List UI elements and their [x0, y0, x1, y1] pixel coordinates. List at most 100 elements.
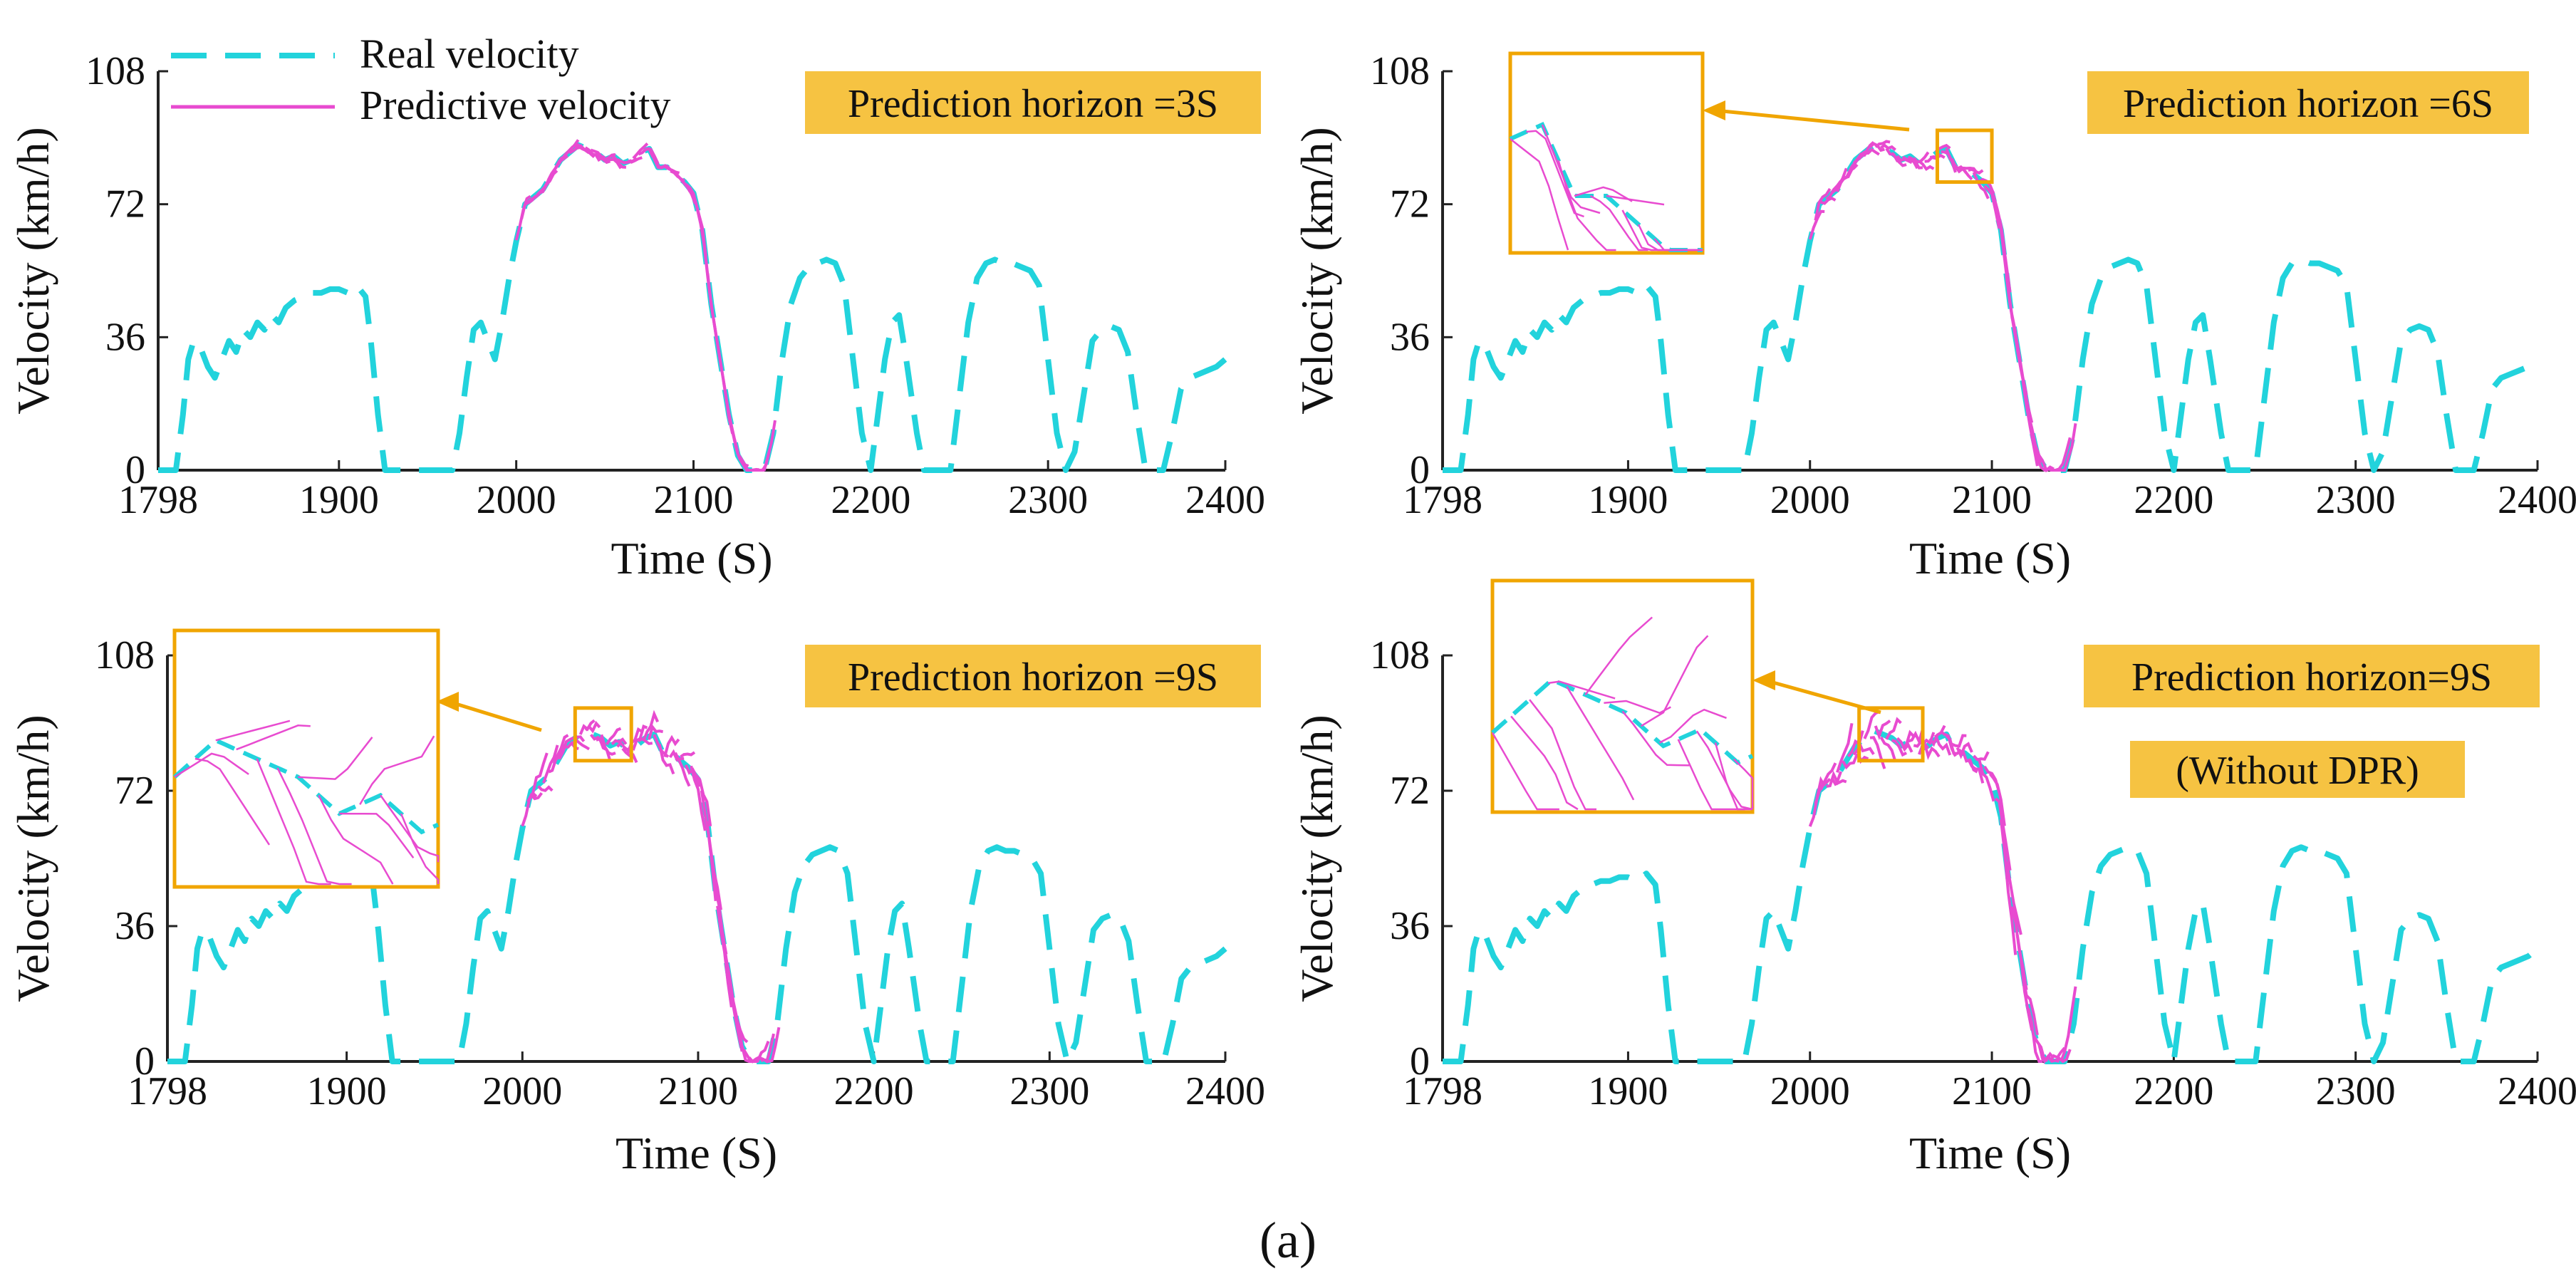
zoom-predictive-trajectory: [359, 735, 435, 805]
predictive-trajectory: [1874, 720, 1891, 741]
x-tick-label: 2300: [1009, 1069, 1089, 1113]
predictive-trajectory: [1836, 722, 1854, 773]
predictive-trajectory: [664, 165, 680, 175]
figure-caption: (a): [1260, 1212, 1316, 1269]
x-tick-label: 2000: [1770, 478, 1850, 522]
predictive-trajectory: [1907, 728, 1924, 746]
horizon-annotation-box: [805, 645, 1261, 707]
predictive-trajectory: [2055, 1049, 2072, 1064]
predictive-trajectory: [558, 736, 574, 760]
zoom-predictive-trajectory: [1529, 699, 1596, 811]
y-tick-label: 36: [105, 315, 145, 359]
zoom-inset: [1508, 51, 1994, 255]
zoom-predictive-trajectory: [215, 720, 291, 742]
predictive-trajectory: [541, 170, 559, 192]
predictive-trajectory: [1841, 753, 1859, 770]
zoom-inset-frame: [1490, 578, 1755, 814]
zoom-predictive-trajectory: [1574, 186, 1633, 202]
zoom-predictive-trajectory: [1659, 708, 1727, 744]
predictive-trajectory: [1968, 167, 1984, 175]
horizon-annotation-text: Prediction horizon =6S: [2123, 82, 2493, 126]
x-tick-label: 1798: [1403, 478, 1482, 522]
zoom-predictive-trajectory: [1584, 616, 1653, 695]
y-tick-label: 72: [1390, 769, 1430, 813]
series-predictive-velocity: [514, 139, 777, 472]
zoom-predictive-trajectory: [1714, 742, 1752, 811]
zoom-predictive-trajectory: [298, 737, 373, 780]
zoom-arrow: [1715, 108, 1910, 132]
predictive-trajectory: [1978, 759, 1995, 802]
x-tick-label: 2400: [1185, 1069, 1265, 1113]
zoom-arrow-head: [1752, 670, 1775, 690]
legend-real-label: Real velocity: [360, 31, 579, 77]
predictive-trajectory: [764, 1027, 781, 1064]
chart-panel-top-left: 0 36 72 108 1798 1900 2000 2100 2200 2300 2400 Time…: [8, 49, 1265, 583]
horizon-annotation: Prediction horizon =3S: [805, 71, 1261, 134]
predictive-trajectory: [1891, 152, 1907, 167]
y-tick-label: 0: [135, 1039, 155, 1084]
predictive-trajectory: [1826, 770, 1842, 788]
y-tick-label: 36: [115, 904, 155, 948]
zoom-inset: [172, 628, 633, 889]
predictive-trajectory: [716, 905, 733, 1008]
zoom-predictive-trajectory: [1589, 194, 1648, 251]
predictive-trajectory: [1819, 762, 1837, 791]
predictive-trajectory: [1857, 742, 1875, 755]
x-tick-label: 2400: [1185, 478, 1265, 522]
predictive-trajectory: [642, 710, 660, 742]
y-tick-label: 108: [85, 49, 145, 93]
predictive-trajectory: [537, 785, 554, 792]
x-tick-label: 2100: [1952, 1069, 2032, 1113]
y-axis-label: Velocity (km/h): [8, 127, 58, 414]
zoom-predictive-trajectory: [1491, 732, 1559, 811]
x-tick-label: 1900: [299, 478, 379, 522]
x-tick-label: 1798: [118, 478, 198, 522]
y-tick-label: 72: [115, 769, 155, 813]
zoom-predictive-trajectory: [1510, 138, 1569, 251]
x-tick-label: 2400: [2498, 478, 2576, 522]
x-tick-label: 2000: [482, 1069, 562, 1113]
zoom-arrow: [1765, 678, 1881, 715]
y-tick-label: 36: [1390, 904, 1430, 948]
zoom-predictive-trajectory: [256, 758, 331, 885]
zoom-predictive-trajectory: [1606, 194, 1665, 206]
y-axis-label: Velocity (km/h): [1292, 127, 1342, 414]
y-tick-label: 72: [105, 182, 145, 227]
x-tick-label: 2000: [477, 478, 556, 522]
predictive-trajectory: [754, 1040, 770, 1063]
x-tick-label: 2000: [1770, 1069, 1850, 1113]
zoom-predictive-trajectory: [1541, 124, 1601, 214]
y-tick-label: 0: [1410, 448, 1430, 492]
zoom-region-marker: [1857, 706, 1925, 763]
x-tick-label: 2200: [2134, 1069, 2213, 1113]
zoom-predictive-trajectory: [174, 752, 249, 778]
method-annotation-text: (Without DPR): [2176, 749, 2419, 793]
x-tick-label: 2300: [2316, 478, 2396, 522]
predictive-trajectory: [632, 142, 649, 160]
y-tick-label: 108: [1370, 49, 1430, 93]
y-tick-label: 108: [95, 633, 155, 677]
chart-panel-top-right: 0 36 72 108 1798 1900 2000 2100 2200 2300 2400 Time…: [1292, 49, 2576, 583]
predictive-trajectory: [1956, 742, 1973, 759]
chart-panel-bottom-left: 0 36 72 108 1798 1900 2000 2100 2200 2300 2400 Time…: [8, 628, 1265, 1178]
zoom-arrow: [448, 700, 542, 732]
horizon-annotation-text: Prediction horizon =3S: [848, 82, 1218, 126]
predictive-trajectory: [601, 153, 616, 161]
y-axis-label: Velocity (km/h): [1292, 715, 1342, 1002]
predictive-trajectory: [611, 737, 628, 746]
x-axis-label: Time (S): [1909, 533, 2071, 583]
predictive-trajectory: [584, 720, 601, 734]
zoom-predictive-trajectory: [339, 812, 415, 859]
zoom-inset-frame: [172, 628, 440, 889]
x-axis-label: Time (S): [1909, 1128, 2071, 1178]
x-axis-label: Time (S): [616, 1128, 777, 1178]
zoom-predictive-trajectory: [1621, 710, 1690, 767]
x-axis-label: Time (S): [611, 533, 772, 583]
predictive-trajectory: [2060, 986, 2077, 1062]
predictive-trajectory: [647, 723, 663, 740]
horizon-annotation: Prediction horizon =6S: [2087, 71, 2529, 134]
predictive-trajectory: [1880, 143, 1896, 151]
predictive-trajectory: [1885, 717, 1902, 740]
predictive-trajectory: [1999, 819, 2017, 955]
